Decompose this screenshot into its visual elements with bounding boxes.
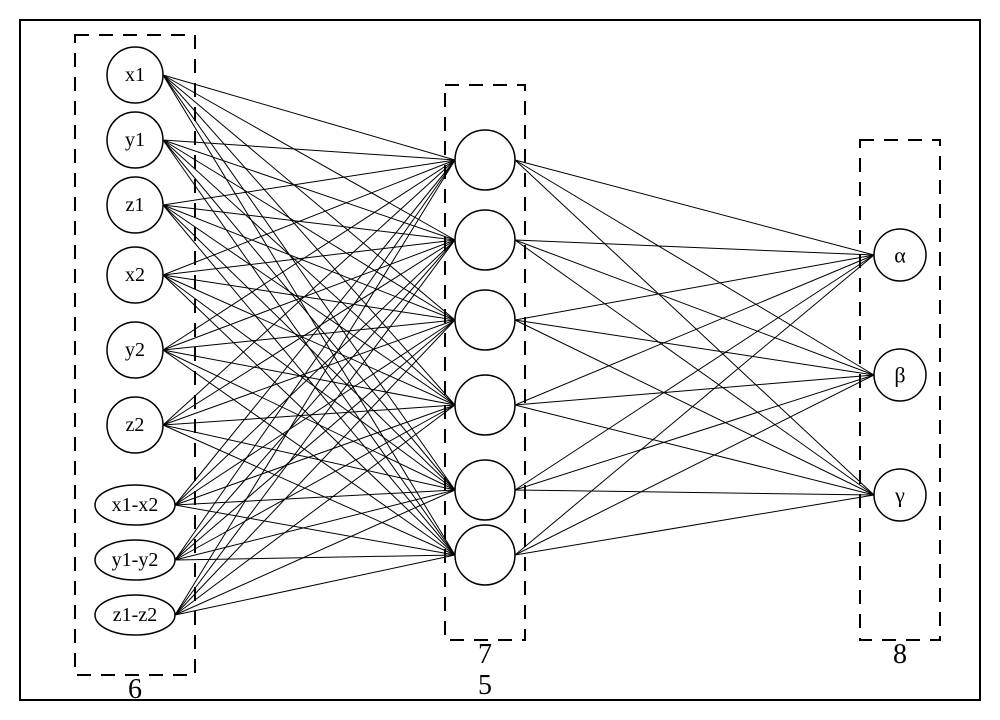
edge-hidden-output bbox=[515, 495, 874, 555]
hidden-box-label: 7 bbox=[478, 639, 492, 670]
input-node-label: y2 bbox=[125, 339, 145, 361]
edge-input-hidden bbox=[163, 75, 455, 405]
edges bbox=[163, 75, 874, 615]
edge-input-hidden bbox=[175, 240, 455, 505]
output-node-label: α bbox=[894, 243, 906, 268]
edge-hidden-output bbox=[515, 320, 874, 375]
edge-input-hidden bbox=[163, 140, 455, 405]
edge-input-hidden bbox=[175, 240, 455, 615]
output-node-label: γ bbox=[894, 483, 905, 508]
edge-hidden-output bbox=[515, 240, 874, 495]
hidden-node bbox=[455, 525, 515, 585]
edge-input-hidden bbox=[175, 320, 455, 505]
neural-network-diagram: x1 y1 z1 x2 y2 z2 x1-x2 y1-y2 z1-z2 α β γ 6 7 8 5 bbox=[0, 0, 1000, 720]
input-node-label: z1-z2 bbox=[113, 604, 157, 626]
edge-input-hidden bbox=[175, 320, 455, 615]
edge-hidden-output bbox=[515, 240, 874, 255]
edge-hidden-output bbox=[515, 320, 874, 495]
edge-hidden-output bbox=[515, 255, 874, 405]
outer-frame bbox=[20, 20, 980, 700]
edge-hidden-output bbox=[515, 375, 874, 490]
edge-hidden-output bbox=[515, 160, 874, 375]
nodes: x1 y1 z1 x2 y2 z2 x1-x2 y1-y2 z1-z2 α β γ bbox=[95, 47, 926, 635]
output-box-label: 8 bbox=[893, 639, 907, 670]
hidden-node bbox=[455, 210, 515, 270]
edge-input-hidden bbox=[175, 240, 455, 560]
edge-hidden-output bbox=[515, 240, 874, 375]
edge-hidden-output bbox=[515, 490, 874, 495]
edge-input-hidden bbox=[163, 140, 455, 240]
edge-input-hidden bbox=[163, 160, 455, 350]
edge-hidden-output bbox=[515, 255, 874, 320]
edge-input-hidden bbox=[175, 490, 455, 615]
edge-hidden-output bbox=[515, 160, 874, 255]
figure-label: 5 bbox=[478, 670, 492, 701]
input-node-label: x1-x2 bbox=[112, 494, 159, 516]
edge-input-hidden bbox=[175, 405, 455, 615]
edge-input-hidden bbox=[163, 320, 455, 425]
edge-input-hidden bbox=[163, 350, 455, 490]
edge-input-hidden bbox=[163, 320, 455, 350]
edge-hidden-output bbox=[515, 255, 874, 490]
input-node-label: y1-y2 bbox=[112, 549, 159, 571]
edge-hidden-output bbox=[515, 405, 874, 495]
input-node-label: x1 bbox=[125, 64, 145, 86]
hidden-node bbox=[455, 130, 515, 190]
edge-input-hidden bbox=[163, 405, 455, 425]
input-box-label: 6 bbox=[128, 674, 142, 705]
input-node-label: z2 bbox=[126, 414, 145, 436]
edge-hidden-output bbox=[515, 375, 874, 405]
input-node-label: x2 bbox=[125, 264, 145, 286]
input-node-label: z1 bbox=[126, 194, 145, 216]
edge-input-hidden bbox=[175, 555, 455, 615]
output-node-label: β bbox=[894, 363, 905, 388]
edge-hidden-output bbox=[515, 255, 874, 555]
edge-hidden-output bbox=[515, 375, 874, 555]
input-node-label: y1 bbox=[125, 129, 145, 151]
edge-input-hidden bbox=[175, 405, 455, 505]
edge-input-hidden bbox=[163, 75, 455, 490]
hidden-node bbox=[455, 375, 515, 435]
hidden-node bbox=[455, 290, 515, 350]
edge-hidden-output bbox=[515, 160, 874, 495]
hidden-node bbox=[455, 460, 515, 520]
edge-input-hidden bbox=[163, 205, 455, 490]
